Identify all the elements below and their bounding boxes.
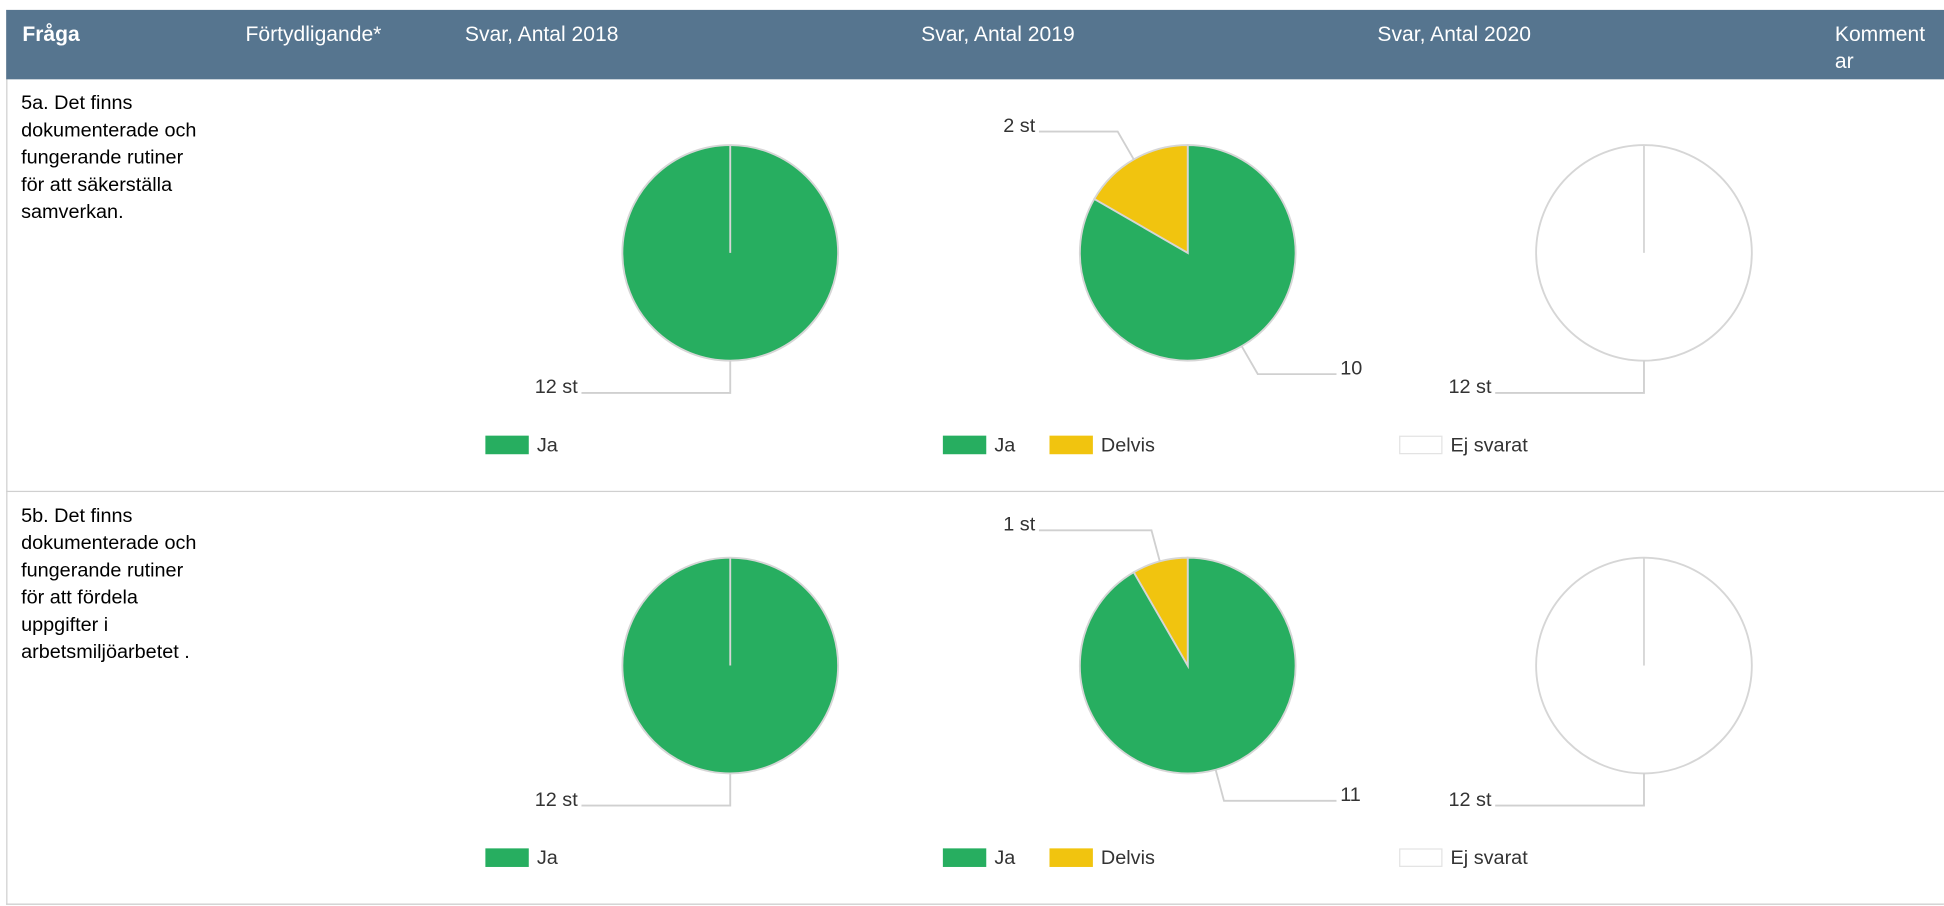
pie-slice [1132, 556, 1189, 670]
legend-label: Ej svarat [1451, 434, 1529, 456]
header-cell: Förtydligande* [245, 22, 382, 46]
legend-swatch [942, 435, 987, 455]
leader-line [1038, 529, 1161, 562]
data-label: 2 st [1003, 115, 1035, 137]
header-cell: Svar, Antal 2018 [464, 22, 619, 46]
table-row: 5a. Det finns dokumenterade och fungeran… [6, 79, 1944, 493]
legend-label: Ja [994, 847, 1016, 869]
row-charts: 12 st Ja 11 Ja 1 st Delvis 12 st Ej svarat [485, 514, 1753, 869]
data-label: 12 st [535, 376, 578, 398]
leader-line [1038, 130, 1135, 160]
data-label: 12 st [1448, 376, 1491, 398]
leader-line [1240, 345, 1337, 376]
leader-line [581, 360, 732, 394]
legend-label: Ej svarat [1451, 847, 1529, 869]
data-label: 12 st [1448, 789, 1491, 811]
header-cell: Svar, Antal 2020 [1377, 22, 1531, 46]
legend-swatch [942, 848, 987, 867]
legend-swatch [485, 848, 529, 867]
legend-label: Ja [994, 434, 1016, 456]
header-cell: Kommentar [1834, 22, 1926, 74]
row-charts: 12 st Ja 10 Ja 2 st Delvis 12 st Ej svarat [485, 115, 1753, 456]
legend-swatch [1049, 435, 1093, 455]
header-cell: Fråga [22, 22, 80, 46]
header-cell: Svar, Antal 2019 [921, 22, 1075, 46]
data-label: 12 st [535, 789, 578, 811]
legend-label: Ja [537, 434, 559, 456]
legend-swatch [1049, 848, 1093, 867]
question: 5b. Det finns dokumenterade och fungeran… [21, 505, 197, 664]
data-label: 1 st [1003, 514, 1035, 536]
data-label: 11 [1340, 784, 1361, 806]
table-header: Fråga Förtydligande* Svar, Antal 2018 Sv… [6, 9, 1944, 80]
data-label: 10 [1340, 357, 1362, 379]
leader-line [1495, 360, 1645, 394]
legend-swatch [1399, 848, 1443, 867]
table-row: 5b. Det finns dokumenterade och fungeran… [6, 492, 1944, 905]
legend-label: Ja [537, 847, 559, 869]
leader-line [1495, 773, 1645, 807]
legend-label: Delvis [1101, 434, 1155, 456]
legend-swatch [1399, 435, 1443, 455]
question: 5a. Det finns dokumenterade och fungeran… [21, 92, 197, 224]
legend-label: Delvis [1101, 847, 1155, 869]
leader-line [1214, 769, 1337, 802]
pie-slice [1093, 144, 1189, 255]
leader-line [581, 773, 732, 807]
legend-swatch [485, 435, 529, 455]
